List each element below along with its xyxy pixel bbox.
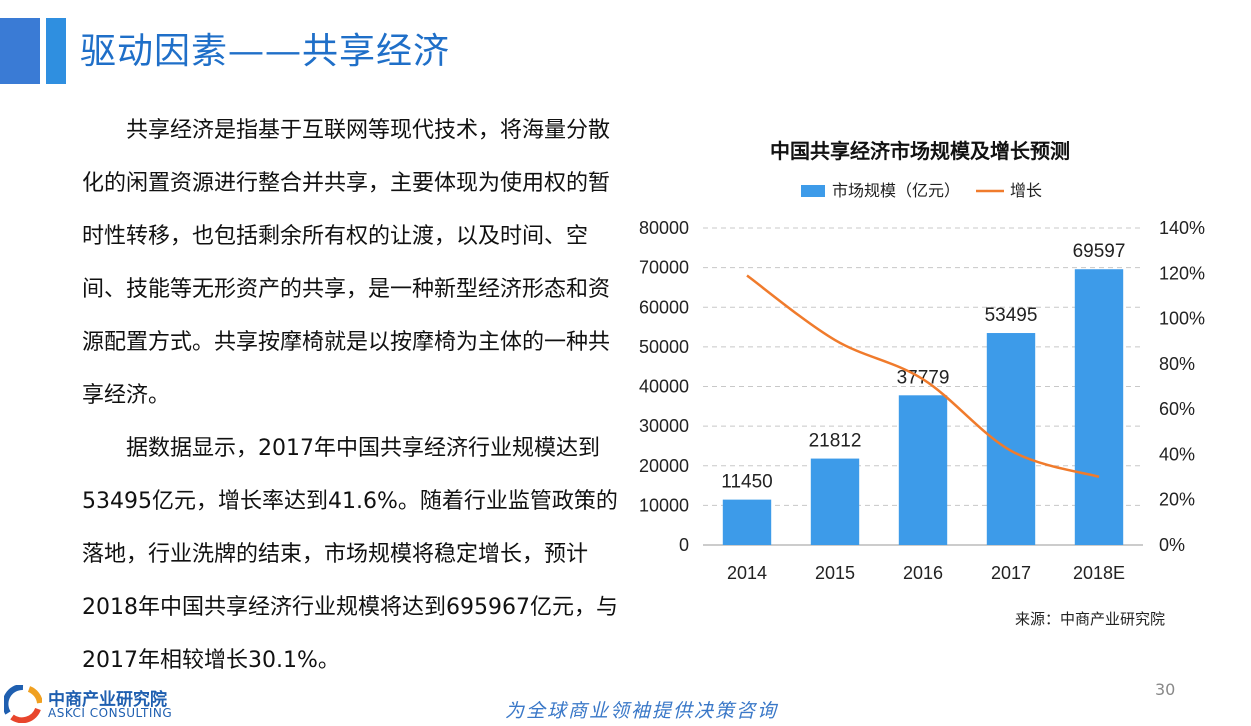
legend-label-bar: 市场规模（亿元） <box>832 182 960 200</box>
market-size-chart: 中国共享经济市场规模及增长预测 市场规模（亿元） 增长 0 10000 20000 3… <box>639 139 1205 583</box>
left-axis-tick-label: 30000 <box>639 416 689 436</box>
page-title: 驱动因素——共享经济 <box>80 31 451 72</box>
company-logo: 中商产业研究院 ASKCI CONSULTING <box>4 683 194 723</box>
x-axis-tick-label: 2015 <box>815 563 855 583</box>
left-axis-tick-label: 40000 <box>639 377 689 397</box>
x-axis-tick-label: 2014 <box>727 563 767 583</box>
left-axis-tick-label: 0 <box>679 535 689 555</box>
right-axis-tick-label: 60% <box>1159 399 1195 419</box>
x-axis-tick-label: 2016 <box>903 563 943 583</box>
growth-line <box>746 274 1100 479</box>
bar-2014 <box>722 499 772 545</box>
accent-bar-light <box>46 18 66 84</box>
accent-bar-dark <box>0 18 40 84</box>
bar-data-label: 21812 <box>809 431 862 452</box>
page-number: 30 <box>1155 680 1176 699</box>
logo-text-cn: 中商产业研究院 <box>48 690 167 710</box>
x-axis-tick-label: 2018E <box>1073 563 1125 583</box>
x-axis-tick-label: 2017 <box>991 563 1031 583</box>
chart-title: 中国共享经济市场规模及增长预测 <box>770 139 1070 163</box>
bar-2015 <box>810 458 860 545</box>
right-axis-tick-label: 40% <box>1159 444 1195 464</box>
chart-legend: 市场规模（亿元） 增长 <box>801 182 1042 200</box>
right-axis-tick-label: 80% <box>1159 354 1195 374</box>
paragraph-definition: 共享经济是指基于互联网等现代技术，将海量分散化的闲置资源进行整合并共享，主要体现… <box>82 118 611 408</box>
bar-data-label: 11450 <box>721 472 772 493</box>
bar-data-label: 53495 <box>985 305 1038 326</box>
bar-2016 <box>898 395 948 545</box>
left-axis-tick-label: 20000 <box>639 456 689 476</box>
legend-swatch-bar <box>801 185 825 197</box>
paragraph-data: 据数据显示，2017年中国共享经济行业规模达到53495亿元，增长率达到41.6… <box>82 436 618 673</box>
bar-2018E <box>1074 269 1124 545</box>
logo-mark-icon <box>4 685 42 723</box>
right-axis-tick-label: 0% <box>1159 535 1185 555</box>
right-axis-tick-label: 20% <box>1159 490 1195 510</box>
left-axis-tick-label: 80000 <box>639 218 689 238</box>
logo-text-en: ASKCI CONSULTING <box>48 706 173 720</box>
body-text: 共享经济是指基于互联网等现代技术，将海量分散化的闲置资源进行整合并共享，主要体现… <box>82 104 622 687</box>
source-note: 来源：中商产业研究院 <box>1015 610 1166 628</box>
left-axis-tick-label: 60000 <box>639 297 689 317</box>
left-axis-tick-label: 50000 <box>639 337 689 357</box>
right-axis-tick-label: 120% <box>1159 263 1205 283</box>
bar-data-label: 69597 <box>1073 241 1126 262</box>
right-axis-tick-label: 100% <box>1159 309 1205 329</box>
right-axis-tick-label: 140% <box>1159 218 1205 238</box>
left-axis-tick-label: 70000 <box>639 258 689 278</box>
left-axis-tick-label: 10000 <box>639 495 689 515</box>
legend-label-line: 增长 <box>1010 182 1042 200</box>
footer-slogan: 为全球商业领袖提供决策咨询 <box>505 700 779 722</box>
